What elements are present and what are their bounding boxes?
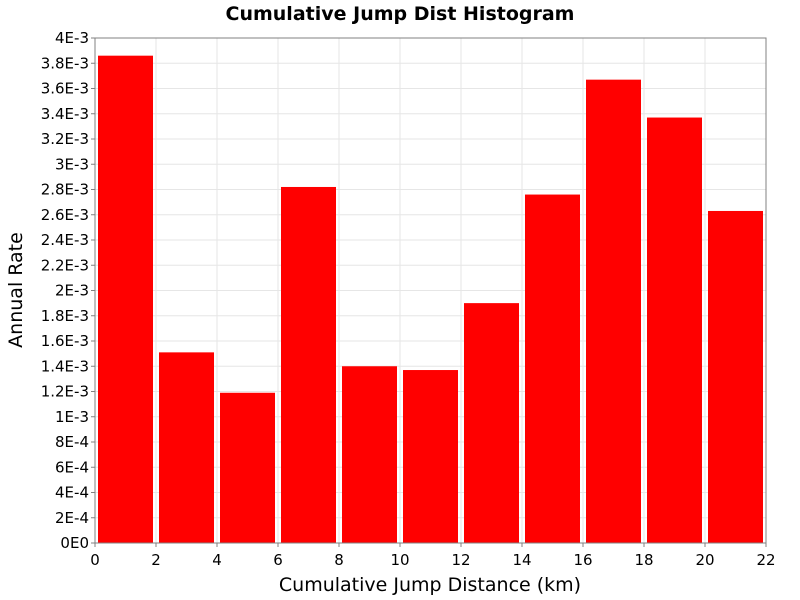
x-tick-label: 14: [512, 551, 531, 569]
y-tick-label: 8E-4: [55, 433, 89, 451]
histogram-bar-3: [281, 186, 336, 543]
x-tick-label: 6: [273, 551, 283, 569]
x-tick-label: 8: [334, 551, 344, 569]
y-tick-label: 2.2E-3: [41, 256, 89, 274]
y-tick-label: 3.2E-3: [41, 130, 89, 148]
y-axis-label: Annual Rate: [5, 232, 27, 348]
y-tick-label: 1E-3: [55, 408, 89, 426]
y-tick-label: 3E-3: [55, 155, 89, 173]
histogram-bar-8: [586, 79, 641, 543]
y-tick-labels: 0E0 2E-4 4E-4 6E-4 8E-4 1E-3 1.2E-3 1.4E-3 1.6E-…: [41, 29, 89, 552]
x-tick-label: 2: [151, 551, 161, 569]
x-tick-label: 12: [451, 551, 470, 569]
histogram-bar-7: [525, 194, 580, 544]
y-tick-label: 1.8E-3: [41, 307, 89, 325]
x-tick-label: 16: [573, 551, 592, 569]
histogram-bar-2: [220, 392, 275, 543]
y-tick-label: 2E-3: [55, 282, 89, 300]
histogram-bar-9: [647, 117, 702, 543]
y-tick-label: 3.6E-3: [41, 80, 89, 98]
histogram-bar-1: [159, 352, 214, 543]
histogram-bar-5: [403, 370, 458, 543]
y-tick-label: 3.8E-3: [41, 54, 89, 72]
y-tick-label: 1.6E-3: [41, 332, 89, 350]
y-tick-label: 2.8E-3: [41, 181, 89, 199]
x-tick-label: 20: [695, 551, 714, 569]
bars: [98, 55, 763, 544]
y-tick-label: 2E-4: [55, 509, 89, 527]
y-tick-label: 4E-3: [55, 29, 89, 47]
y-tick-label: 2.6E-3: [41, 206, 89, 224]
x-tick-label: 10: [390, 551, 409, 569]
y-tick-label: 4E-4: [55, 484, 89, 502]
x-tick-label: 18: [634, 551, 653, 569]
x-tick-label: 0: [90, 551, 100, 569]
histogram-bar-10: [708, 210, 763, 543]
histogram-bar-4: [342, 366, 397, 543]
histogram-bar-6: [464, 303, 519, 543]
axes: [91, 37, 767, 547]
y-tick-label: 6E-4: [55, 458, 89, 476]
x-tick-labels: 0 2 4 6 8 10 12 14 16 18 20 22: [90, 551, 775, 569]
y-tick-label: 0E0: [60, 534, 89, 552]
y-tick-label: 3.4E-3: [41, 105, 89, 123]
histogram-bar-0: [98, 55, 153, 544]
y-tick-label: 1.4E-3: [41, 357, 89, 375]
y-tick-label: 2.4E-3: [41, 231, 89, 249]
x-axis-label: Cumulative Jump Distance (km): [279, 574, 581, 596]
x-tick-label: 22: [756, 551, 775, 569]
chart-title: Cumulative Jump Dist Histogram: [226, 3, 575, 25]
x-tick-label: 4: [212, 551, 222, 569]
y-tick-label: 1.2E-3: [41, 383, 89, 401]
